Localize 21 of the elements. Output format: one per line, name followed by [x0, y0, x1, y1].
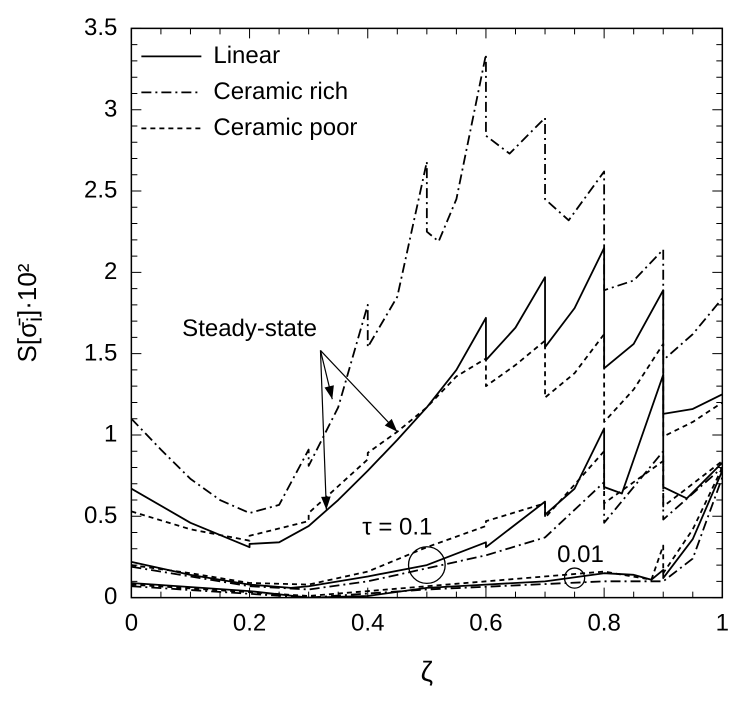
legend-label: Ceramic poor — [213, 114, 358, 142]
y-tick-label: 0.5 — [84, 502, 118, 529]
x-tick-label: 0 — [124, 610, 138, 637]
legend-label: Linear — [213, 42, 280, 70]
x-axis-title: ζ — [420, 656, 434, 687]
y-tick-label: 0 — [104, 583, 118, 610]
annotation: 0.01 — [557, 540, 604, 568]
x-tick-label: 0.6 — [469, 610, 503, 637]
x-tick-label: 0.2 — [232, 610, 266, 637]
annotation: τ = 0.1 — [362, 513, 432, 540]
x-tick-label: 0.8 — [587, 610, 621, 637]
x-tick-label: 0.4 — [351, 610, 384, 637]
annotation: Steady-state — [182, 314, 317, 342]
legend-label: Ceramic rich — [213, 78, 348, 106]
y-tick-label: 3 — [104, 95, 118, 122]
x-tick-label: 1 — [716, 610, 730, 637]
y-tick-label: 2.5 — [84, 176, 118, 204]
y-tick-label: 3.5 — [84, 14, 118, 42]
y-tick-label: 2 — [104, 258, 118, 285]
y-tick-label: 1 — [104, 420, 118, 448]
y-tick-label: 1.5 — [84, 339, 118, 366]
